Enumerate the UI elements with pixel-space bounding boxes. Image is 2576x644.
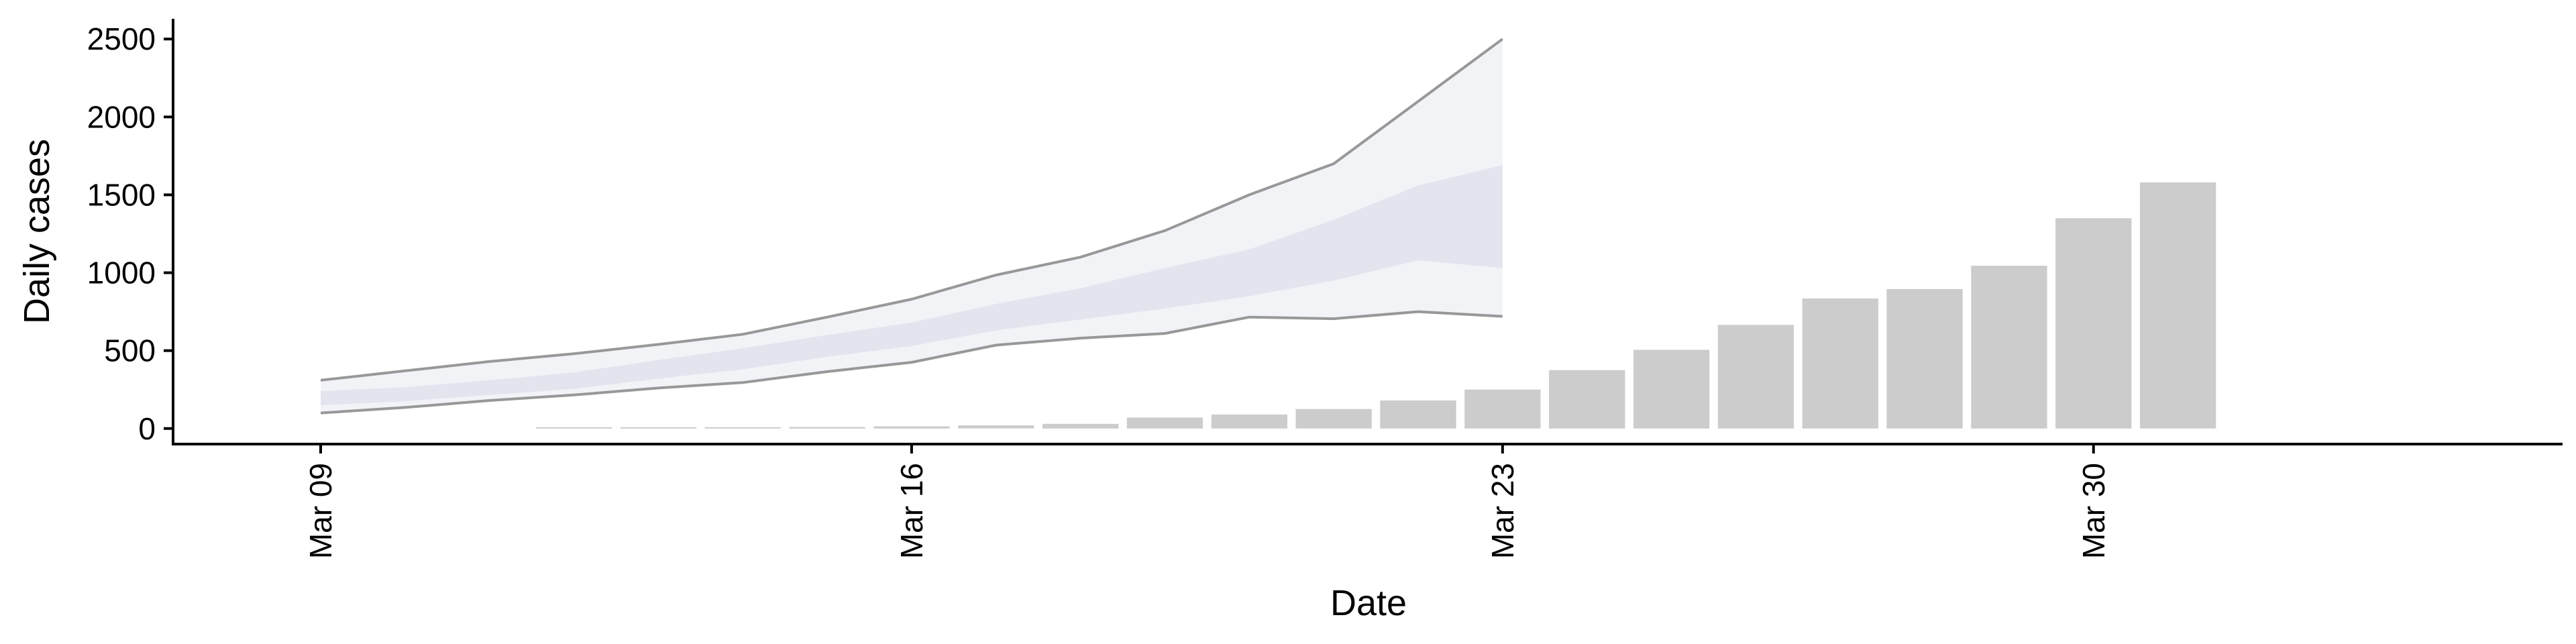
bar <box>1042 423 1119 429</box>
y-tick-label: 1000 <box>87 256 156 290</box>
bar <box>1295 409 1372 429</box>
bar <box>704 427 781 429</box>
bar <box>1971 266 2047 429</box>
forecast-outer-band <box>321 39 1503 413</box>
x-tick-label: Mar 09 <box>303 463 338 559</box>
forecast-upper-line <box>320 38 1503 382</box>
bar <box>2055 218 2132 429</box>
bar <box>1549 370 1625 429</box>
y-axis-title: Daily cases <box>17 139 57 324</box>
forecast-layer <box>320 38 1503 415</box>
x-axis-title: Date <box>1330 583 1407 623</box>
y-tick-label: 2000 <box>87 99 156 134</box>
ticks-layer: 0 500 1000 1500 2000 2500 Mar 09 Mar 16 Mar 23 Ma… <box>87 21 2111 559</box>
x-tick-label: Mar 30 <box>2076 463 2111 559</box>
bar <box>789 427 865 429</box>
x-tick-label: Mar 23 <box>1485 463 1520 559</box>
bar <box>958 425 1034 429</box>
bar <box>1886 288 1963 429</box>
bar <box>1380 400 1456 429</box>
bar <box>1126 417 1203 429</box>
y-tick-label: 2500 <box>87 21 156 56</box>
bar <box>873 426 950 429</box>
axes-layer <box>172 19 2563 445</box>
x-tick-label: Mar 16 <box>894 463 929 559</box>
y-tick-label: 500 <box>104 333 156 368</box>
bar <box>1633 350 1710 429</box>
bars-layer <box>535 182 2216 429</box>
bar <box>1211 414 1287 429</box>
forecast-inner-band <box>321 165 1503 405</box>
bar <box>1464 389 1541 429</box>
bar <box>1802 298 1878 429</box>
y-tick-label: 0 <box>138 411 156 446</box>
y-tick-label: 1500 <box>87 177 156 212</box>
bar <box>1717 325 1794 429</box>
bar <box>535 427 612 429</box>
forecast-lower-line <box>320 310 1503 415</box>
bar <box>2140 182 2216 429</box>
bar <box>620 427 697 429</box>
